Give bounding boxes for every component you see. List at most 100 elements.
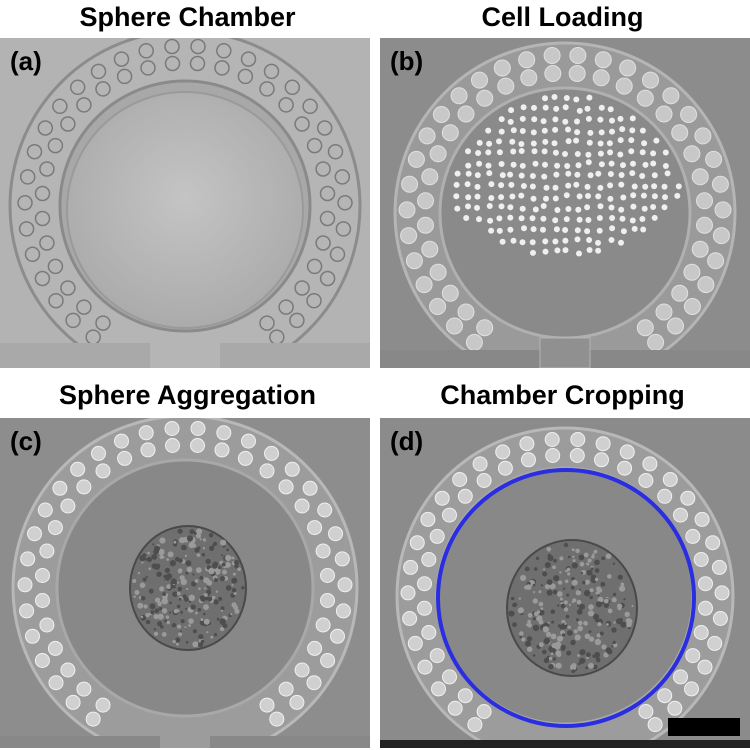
cell [631,183,638,190]
cell [519,128,526,134]
spheroid-cell [563,607,569,612]
spheroid-cell [134,590,140,595]
cell [629,217,636,224]
microwell [495,444,511,460]
microwell [417,192,434,210]
spheroid-cell [620,582,625,587]
spheroid-c [129,525,247,651]
microwell [25,628,40,644]
cell [485,127,492,134]
spheroid-cell [206,580,213,586]
spheroid-cell [623,598,626,601]
spheroid-cell [153,628,157,631]
cell [617,115,624,122]
spheroid-cell [563,600,568,605]
spheroid-cell [546,631,552,637]
spheroid-cell [186,535,194,542]
microwell [76,681,92,697]
cell [499,238,506,245]
spheroid-cell [593,549,598,554]
spheroid-cell [577,654,580,657]
microwell [37,502,53,518]
spheroid-cell [153,614,159,620]
microwell [39,617,55,633]
spheroid-cell [512,622,517,628]
microwell [403,559,419,575]
microwell [398,201,416,219]
microwell [441,124,459,142]
spheroid-cell [559,636,564,640]
spheroid-cell [580,572,584,575]
spheroid-cell [586,562,590,566]
spheroid-cell [216,617,220,621]
spheroid-cell [619,585,626,592]
spheroid-cell [142,553,147,557]
microwell [521,452,536,468]
spheroid-cell [159,537,166,544]
spheroid-cell [594,568,600,573]
spheroid-cell [188,624,192,627]
spheroid-cell [205,558,211,565]
microwell [417,600,432,616]
microwell [24,246,41,263]
cell [521,225,527,232]
microwell [216,43,232,59]
microwell [421,168,439,186]
spheroid-cell [572,555,575,558]
cell [551,94,558,100]
spheroid-cell [540,584,544,587]
microwell [432,106,450,123]
microwell [667,317,684,335]
cell [465,162,472,169]
cell [498,116,505,123]
cell [552,238,559,245]
microwell [294,280,310,296]
spheroid-cell [222,623,228,629]
microwell [671,284,689,302]
panel-a: (a) [0,38,370,368]
spheroid-cell [194,579,199,583]
spheroid-cell [213,633,218,637]
spheroid-cell [207,593,210,596]
spheroid-cell [231,577,238,584]
spheroid-cell [203,587,207,590]
spheroid-cell [527,612,533,618]
spheroid-cell [137,602,144,609]
spheroid-cell [584,579,590,585]
spheroid-cell [198,554,201,557]
cell [585,217,592,223]
cell [642,183,649,190]
microwell [138,43,154,59]
microwell [39,543,55,559]
cell [552,195,559,202]
microwell [543,47,561,64]
spheroid-cell [212,561,219,567]
cell [607,182,614,189]
spheroid-cell [196,528,203,535]
cell [553,171,560,178]
spheroid-cell [611,645,614,648]
spheroid-cell [148,567,152,570]
cell [543,184,550,191]
spheroid-cell [225,554,232,562]
spheroid-cell [161,598,168,605]
cell [510,161,517,168]
cell [475,150,482,156]
microwell [140,442,156,458]
microwell [642,71,659,89]
cell [586,247,593,253]
cell [562,104,569,111]
cell [530,226,537,233]
spheroid-cell [150,610,155,615]
spheroid-cell [555,662,562,669]
cell [453,193,460,200]
microwell [34,653,50,668]
cell [564,163,571,169]
cell [584,228,591,235]
cell [540,118,547,125]
microwell [39,235,55,251]
cell [486,140,493,147]
cell [551,140,558,147]
spheroid-cell [600,581,606,587]
panel-c-image [0,418,370,748]
